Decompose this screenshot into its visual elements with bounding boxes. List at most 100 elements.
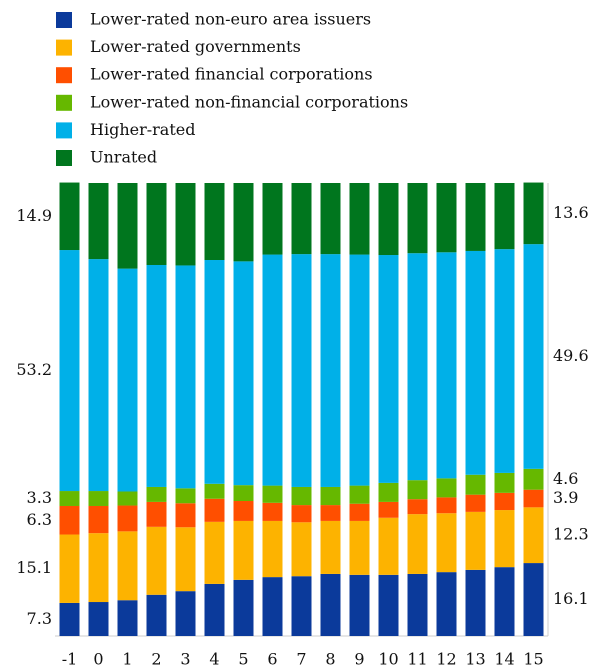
bar-segment [378, 574, 399, 636]
bar-segment [262, 183, 283, 255]
x-tick-label: 13 [465, 650, 485, 669]
bar-segment [204, 260, 225, 484]
bar-segment [494, 249, 515, 473]
bar-segment [233, 501, 254, 521]
legend-label: Unrated [90, 148, 157, 167]
bar-segment [59, 182, 80, 251]
bar-segment [320, 505, 341, 521]
data-label: 13.6 [553, 203, 589, 222]
x-tick-label: 9 [354, 650, 364, 669]
bar-segment [291, 254, 312, 487]
bar-segment [407, 573, 428, 636]
x-tick-label: 1 [122, 650, 132, 669]
data-label: 6.3 [27, 510, 52, 529]
bar-segment [320, 573, 341, 636]
data-label: 12.3 [553, 525, 589, 544]
data-label: 7.3 [27, 609, 52, 628]
bar-segment [407, 183, 428, 254]
bar-segment [262, 254, 283, 486]
bar-segment [378, 482, 399, 502]
bar-segment [59, 491, 80, 506]
legend-swatch [56, 150, 72, 166]
bar-segment [465, 511, 486, 570]
bar-segment [465, 474, 486, 495]
x-tick-label: 12 [436, 650, 456, 669]
x-tick-label: 15 [523, 650, 543, 669]
bar-segment [262, 485, 283, 503]
bar-segment [146, 526, 167, 595]
legend-label: Lower-rated non-financial corporations [90, 92, 408, 111]
bar-segment [117, 505, 138, 532]
bar-segment [465, 494, 486, 512]
x-tick-label: 2 [151, 650, 161, 669]
bar-segment [349, 254, 370, 486]
bar-segment [146, 501, 167, 527]
bar-segment [117, 600, 138, 636]
bar-segment [465, 569, 486, 636]
bar-segment [175, 265, 196, 489]
bar-segment [233, 485, 254, 502]
bar-segment [146, 594, 167, 636]
bar-segment [320, 254, 341, 487]
bar-segment [494, 510, 515, 568]
x-tick-label: 3 [180, 650, 190, 669]
bar-segment [436, 513, 457, 573]
bar-segment [523, 489, 544, 508]
bar-segment [436, 497, 457, 514]
data-label: 3.9 [553, 488, 578, 507]
bar-segment [175, 503, 196, 528]
x-tick-label: 10 [378, 650, 398, 669]
bar-segment [465, 250, 486, 475]
bar-segment [494, 492, 515, 511]
data-label: 4.6 [553, 469, 578, 488]
bar-segment [349, 503, 370, 521]
bar-segment [436, 572, 457, 636]
bar-segment [436, 478, 457, 498]
bar-segment [88, 533, 109, 603]
legend-swatch [56, 122, 72, 139]
x-tick-label: -1 [62, 650, 78, 669]
bar-segment [204, 583, 225, 636]
bar-segment [175, 488, 196, 504]
bar-segment [291, 522, 312, 577]
bar-segment [233, 183, 254, 262]
legend-swatch [56, 94, 72, 111]
bar-segment [88, 505, 109, 534]
bar-segment [436, 183, 457, 253]
x-tick-label: 6 [267, 650, 277, 669]
legend-swatch [56, 39, 72, 56]
data-label: 49.6 [553, 346, 589, 365]
legend-swatch [56, 12, 72, 28]
bar-segment [378, 255, 399, 483]
legend-label: Lower-rated governments [90, 37, 301, 56]
bar-segment [407, 514, 428, 574]
bar-segment [204, 483, 225, 499]
bar-segment [349, 183, 370, 255]
bar-segment [436, 252, 457, 479]
bar-segment [291, 486, 312, 506]
bar-segment [378, 183, 399, 256]
data-label: 15.1 [16, 558, 52, 577]
bar-segment [175, 591, 196, 636]
bar-segment [59, 250, 80, 492]
bar-segment [494, 183, 515, 250]
bar-segment [204, 183, 225, 261]
bar-segment [407, 499, 428, 515]
x-tick-label: 5 [238, 650, 248, 669]
bar-segment [262, 502, 283, 521]
bar-segment [262, 520, 283, 578]
bar-segment [407, 253, 428, 481]
bar-segment [88, 602, 109, 636]
bar-segment [407, 480, 428, 500]
bar-segment [233, 520, 254, 580]
bar-segment [291, 505, 312, 523]
bar-segment [523, 563, 544, 636]
x-tick-label: 11 [407, 650, 427, 669]
bar-segment [349, 520, 370, 575]
bar-segment [465, 183, 486, 251]
x-tick-label: 8 [325, 650, 335, 669]
bar-segment [146, 264, 167, 487]
bar-segment [117, 183, 138, 269]
